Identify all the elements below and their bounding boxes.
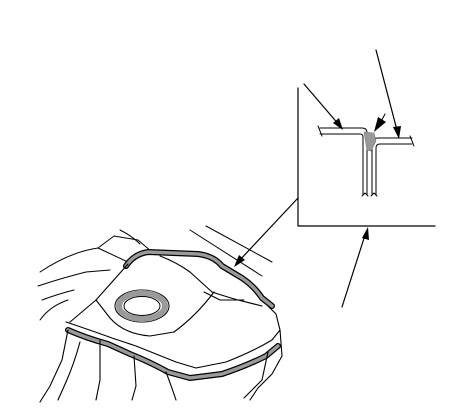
leader-arrow-left-flange xyxy=(303,83,343,130)
seam-guide-lines xyxy=(189,225,273,277)
flange-ends xyxy=(361,192,378,197)
vehicle-body-part xyxy=(37,225,283,403)
right-flange xyxy=(371,135,415,196)
callout-leader xyxy=(234,197,299,267)
sealer-arrow xyxy=(374,113,386,132)
leader-arrow-inset-corner xyxy=(341,227,369,308)
upper-front-edge xyxy=(65,305,281,369)
hole-ring xyxy=(114,289,170,323)
top-seam xyxy=(123,249,275,309)
background-body-lines xyxy=(37,229,153,321)
lower-body xyxy=(39,329,283,403)
top-panel xyxy=(69,255,263,337)
seam-sealer-bead xyxy=(363,131,377,152)
detail-inset xyxy=(297,49,436,308)
leader-arrow-right-flange xyxy=(375,49,401,139)
left-flange xyxy=(317,125,368,196)
front-seam xyxy=(65,327,281,381)
detail-callout-frame xyxy=(297,87,436,227)
